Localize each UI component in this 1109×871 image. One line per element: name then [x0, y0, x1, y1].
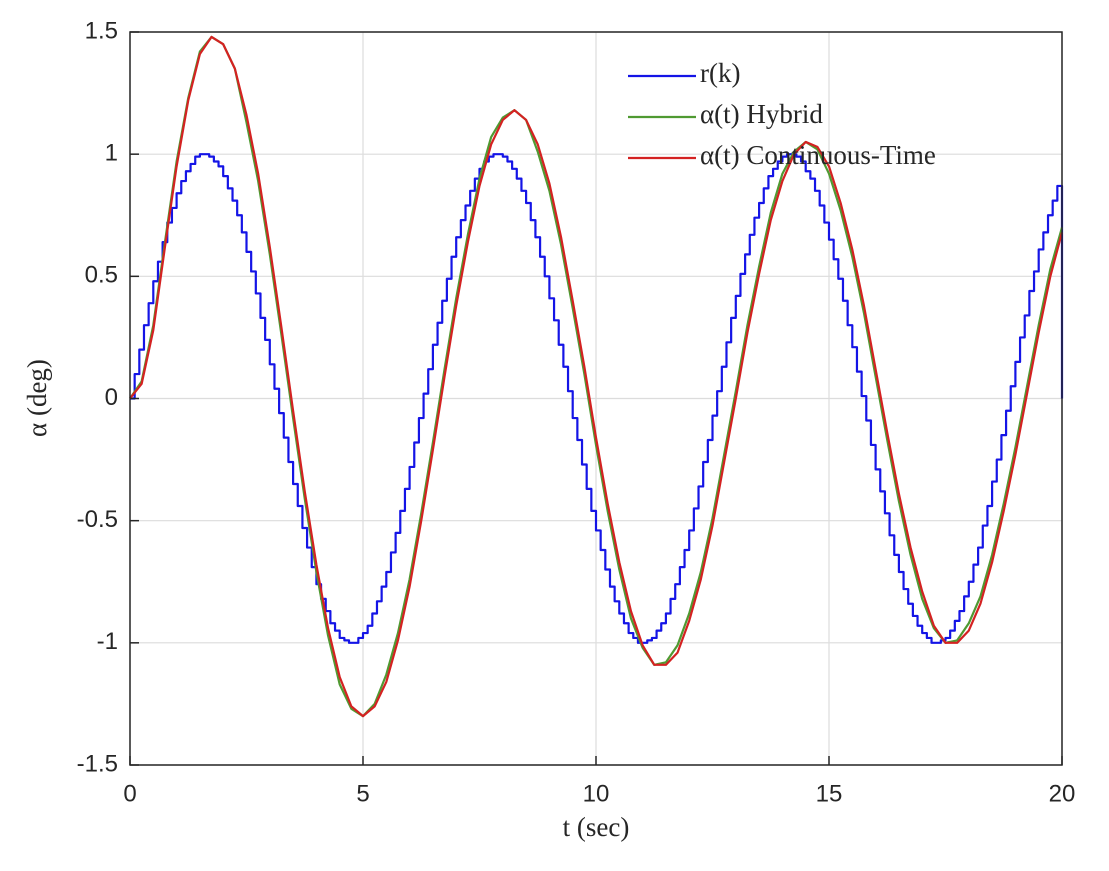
- legend-label: α(t) Hybrid: [700, 99, 823, 129]
- y-tick-label: 0.5: [85, 262, 118, 289]
- y-tick-label: 0: [105, 384, 118, 411]
- y-axis-label: α (deg): [22, 359, 52, 437]
- legend: r(k) α(t) Hybrid α(t) Continuous-Time: [628, 58, 936, 170]
- lines: [129, 35, 1064, 718]
- legend-label: α(t) Continuous-Time: [700, 140, 936, 170]
- x-tick-label: 15: [816, 780, 843, 807]
- x-axis-label: t (sec): [563, 812, 630, 842]
- x-tick-label: 10: [583, 780, 610, 807]
- series-line: [129, 35, 1064, 718]
- x-tick-label: 0: [123, 780, 136, 807]
- y-tick-label: -0.5: [77, 506, 118, 533]
- y-tick-label: 1.5: [85, 17, 118, 44]
- x-tick-label: 5: [356, 780, 369, 807]
- x-tick-label: 20: [1049, 780, 1076, 807]
- y-tick-label: -1.5: [77, 750, 118, 777]
- series-line: [130, 153, 1064, 644]
- y-tick-label: -1: [97, 628, 118, 655]
- grid: [129, 31, 1063, 766]
- ticks: 0 5 10 15 20 -1.5 -1 -0.5 0 0.5 1 1.5: [77, 17, 1076, 807]
- y-tick-label: 1: [105, 140, 118, 167]
- legend-label: r(k): [700, 58, 740, 88]
